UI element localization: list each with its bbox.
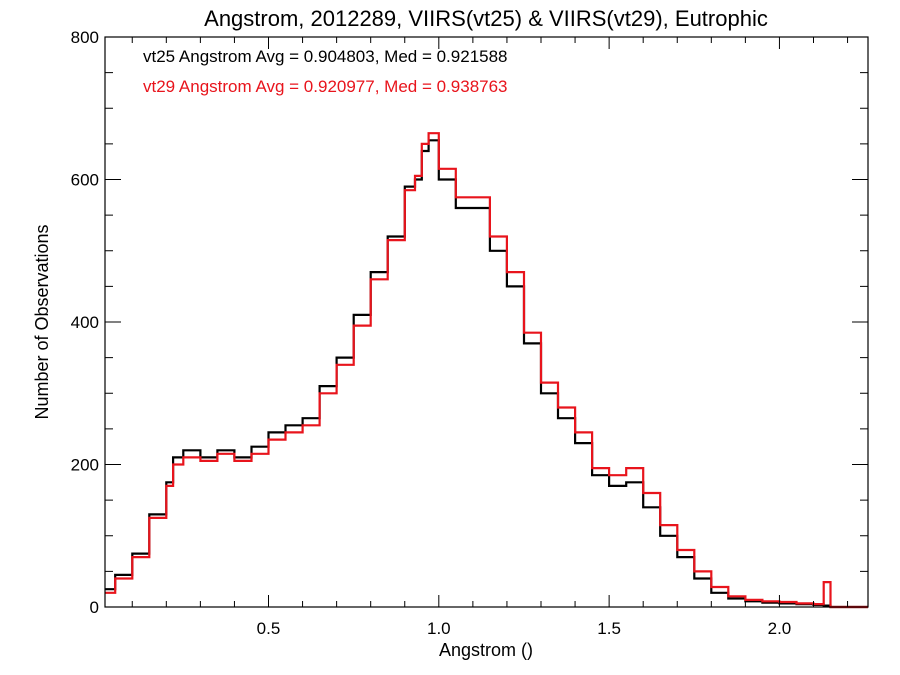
annotation-vt25: vt25 Angstrom Avg = 0.904803, Med = 0.92…: [143, 47, 508, 66]
plot-frame: [104, 36, 869, 608]
x-tick-label: 1.5: [597, 619, 621, 638]
y-tick-label: 800: [71, 28, 99, 47]
y-tick-label: 200: [71, 456, 99, 475]
x-tick-label: 2.0: [768, 619, 792, 638]
y-tick-label: 0: [90, 598, 99, 617]
series-vt29-line: [105, 132, 868, 609]
series-vt25-line: [105, 139, 868, 609]
chart-title: Angstrom, 2012289, VIIRS(vt25) & VIIRS(v…: [204, 6, 768, 31]
y-tick-label: 400: [71, 313, 99, 332]
annotation-vt29: vt29 Angstrom Avg = 0.920977, Med = 0.93…: [143, 77, 508, 96]
x-tick-label: 0.5: [257, 619, 281, 638]
y-axis-label: Number of Observations: [32, 224, 52, 419]
y-tick-label: 600: [71, 171, 99, 190]
x-axis-label: Angstrom (): [439, 640, 533, 660]
x-tick-label: 1.0: [427, 619, 451, 638]
